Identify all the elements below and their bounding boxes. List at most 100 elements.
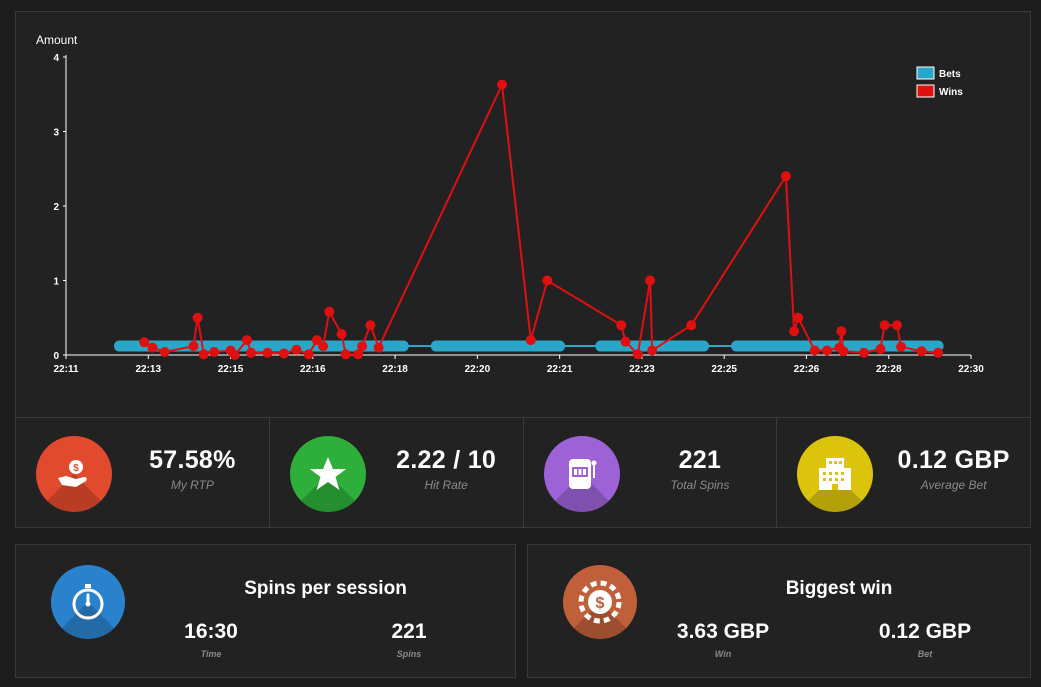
stat-average-bet: 0.12 GBP Average Bet bbox=[777, 418, 1030, 527]
wins-point bbox=[139, 337, 150, 348]
wins-point bbox=[632, 349, 643, 360]
session-panel: Spins per session 16:30 Time 221 Spins bbox=[15, 544, 516, 678]
wins-point bbox=[353, 349, 364, 360]
session-time-value: 16:30 bbox=[184, 620, 238, 643]
wins-point bbox=[373, 342, 384, 353]
wins-point bbox=[336, 329, 347, 340]
x-tick-label: 22:20 bbox=[465, 364, 491, 375]
wins-point bbox=[879, 320, 890, 331]
wins-point bbox=[188, 341, 199, 352]
stat-total-spins: 221 Total Spins bbox=[524, 418, 778, 527]
wins-point bbox=[291, 344, 302, 355]
y-axis-title: Amount bbox=[36, 33, 78, 47]
y-tick-label: 0 bbox=[53, 351, 59, 362]
wins-point bbox=[365, 320, 376, 331]
wins-point bbox=[616, 320, 627, 331]
wins-point bbox=[838, 346, 849, 357]
session-spins-label: Spins bbox=[396, 649, 422, 659]
wins-point bbox=[620, 336, 631, 347]
average-bet-value: 0.12 GBP bbox=[897, 446, 1010, 474]
wins-point bbox=[933, 347, 944, 358]
hand-coin-icon: $ bbox=[36, 436, 112, 512]
slot-machine-icon bbox=[543, 436, 620, 512]
wins-point bbox=[303, 349, 314, 360]
hit-rate-label: Hit Rate bbox=[424, 478, 468, 492]
wins-point bbox=[836, 326, 847, 337]
wins-point bbox=[793, 312, 804, 323]
x-tick-label: 22:30 bbox=[958, 364, 984, 375]
wins-series bbox=[139, 79, 944, 360]
legend-label-bets: Bets bbox=[939, 69, 961, 80]
wins-point bbox=[542, 275, 553, 286]
casino-chip-icon: $ bbox=[563, 565, 637, 639]
wins-point bbox=[525, 335, 536, 346]
amount-chart: Amount 0 1 2 3 4 22:11 22:13 22:15 22:16 22:18 22:2… bbox=[36, 33, 984, 375]
wins-point bbox=[192, 312, 203, 323]
wins-point bbox=[229, 350, 240, 360]
wins-point bbox=[647, 345, 658, 356]
wins-point bbox=[159, 347, 170, 357]
wins-point bbox=[645, 275, 656, 286]
legend-swatch-bets bbox=[916, 66, 935, 80]
x-tick-label: 22:28 bbox=[876, 364, 902, 375]
x-tick-label: 22:11 bbox=[53, 364, 78, 375]
x-tick-label: 22:25 bbox=[711, 364, 737, 375]
x-tick-label: 22:13 bbox=[135, 364, 161, 375]
biggest-win-label: Win bbox=[714, 649, 732, 659]
wins-point bbox=[780, 171, 791, 182]
total-spins-label: Total Spins bbox=[670, 478, 730, 492]
wins-point bbox=[896, 341, 907, 352]
wins-point bbox=[262, 347, 273, 358]
building-icon bbox=[797, 436, 874, 512]
axes: Amount 0 1 2 3 4 22:11 22:13 22:15 22:16 22:18 22:2… bbox=[36, 33, 984, 375]
session-spins-value: 221 bbox=[391, 620, 427, 643]
biggest-win-value: 3.63 GBP bbox=[676, 620, 770, 643]
total-spins-value: 221 bbox=[678, 446, 722, 474]
wins-point bbox=[198, 349, 209, 360]
y-tick-label: 1 bbox=[53, 277, 59, 288]
wins-point bbox=[324, 306, 335, 317]
stat-rtp: $ 57.58% My RTP bbox=[16, 418, 270, 527]
session-time-label: Time bbox=[200, 649, 222, 659]
x-tick-label: 22:15 bbox=[218, 364, 244, 375]
x-tick-label: 22:26 bbox=[794, 364, 820, 375]
wins-point bbox=[311, 335, 322, 346]
wins-point bbox=[279, 348, 289, 359]
session-title: Spins per session bbox=[244, 578, 407, 599]
biggest-win-title: Biggest win bbox=[785, 578, 893, 599]
average-bet-label: Average Bet bbox=[920, 478, 987, 492]
x-tick-label: 22:21 bbox=[547, 364, 573, 375]
wins-point bbox=[916, 346, 927, 357]
wins-point bbox=[246, 347, 257, 358]
legend-swatch-wins bbox=[916, 84, 935, 98]
wins-point bbox=[497, 79, 507, 90]
biggest-bet-value: 0.12 GBP bbox=[878, 620, 972, 643]
wins-point bbox=[209, 347, 220, 357]
biggest-win-panel: $ Biggest win 3.63 GBP Win 0.12 GBP Bet bbox=[527, 544, 1031, 678]
x-tick-label: 22:18 bbox=[382, 364, 408, 375]
x-tick-label: 22:23 bbox=[629, 364, 655, 375]
stopwatch-icon bbox=[51, 565, 125, 639]
rtp-value: 57.58% bbox=[149, 446, 236, 474]
hit-rate-value: 2.22 / 10 bbox=[396, 446, 497, 474]
wins-line bbox=[143, 80, 939, 357]
stats-row: $ 57.58% My RTP 2.22 / 10 Hit Rate bbox=[15, 417, 1031, 528]
wins-point bbox=[809, 345, 820, 356]
chart-panel: Amount 0 1 2 3 4 22:11 22:13 22:15 22:16 22:18 22:2… bbox=[15, 11, 1031, 418]
biggest-bet-label: Bet bbox=[917, 649, 933, 659]
wins-point bbox=[147, 342, 158, 353]
wins-point bbox=[357, 341, 368, 352]
wins-point bbox=[340, 349, 351, 360]
svg-text:$: $ bbox=[73, 463, 79, 474]
y-tick-label: 4 bbox=[53, 53, 59, 64]
wins-point bbox=[242, 335, 252, 346]
wins-point bbox=[822, 345, 832, 356]
wins-point bbox=[892, 320, 902, 331]
stat-hit-rate: 2.22 / 10 Hit Rate bbox=[270, 418, 524, 527]
star-icon bbox=[289, 436, 366, 512]
svg-text:$: $ bbox=[596, 595, 605, 612]
x-tick-label: 22:16 bbox=[300, 364, 326, 375]
legend: Bets Wins bbox=[916, 66, 963, 98]
wins-point bbox=[686, 320, 697, 331]
y-tick-label: 3 bbox=[53, 128, 59, 139]
